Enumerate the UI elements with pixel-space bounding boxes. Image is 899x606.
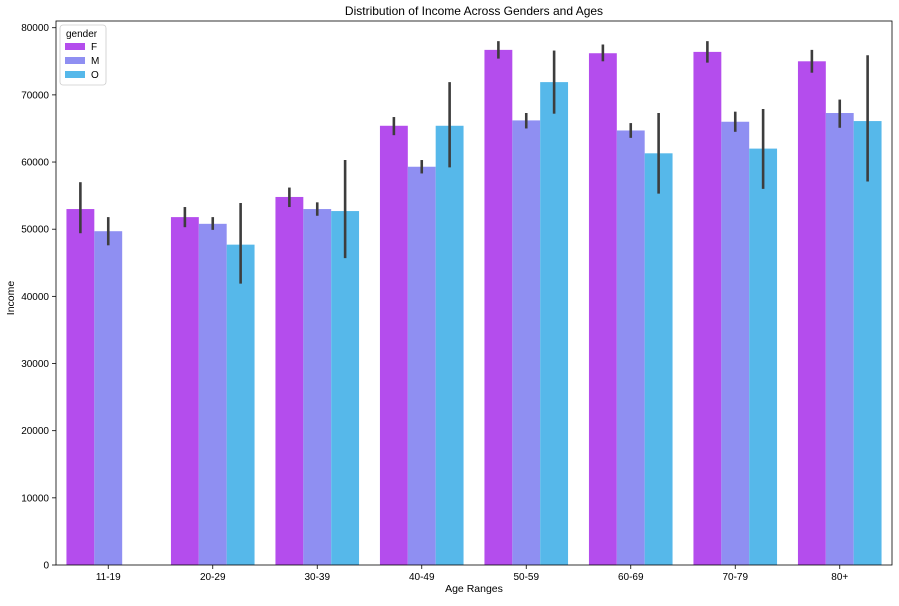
legend-swatch-F [65,43,85,50]
legend-swatch-M [65,57,85,64]
bar-M-80+ [825,113,854,565]
bar-O-30-39 [331,211,360,565]
y-tick-label: 10000 [21,493,49,504]
bar-M-11-19 [94,231,123,565]
y-tick-label: 40000 [21,292,49,303]
y-tick-label: 20000 [21,426,49,437]
legend-label-F: F [91,42,97,53]
chart-title: Distribution of Income Across Genders an… [345,4,603,18]
y-tick-label: 80000 [21,23,49,34]
bar-F-70-79 [693,51,722,566]
x-tick-label: 70-79 [722,572,748,583]
bar-O-80+ [853,121,882,565]
bar-O-50-59 [540,82,569,565]
bars-group [66,49,882,566]
bar-M-60-69 [616,130,645,565]
x-tick-label: 20-29 [200,572,226,583]
y-axis-title: Income [5,281,17,316]
bar-M-50-59 [512,120,541,566]
error-bars-group [79,41,869,284]
x-tick-label: 80+ [831,572,848,583]
legend-label-M: M [91,56,99,67]
bar-M-70-79 [721,121,750,566]
legend-title: gender [66,29,98,40]
bar-O-70-79 [749,148,778,566]
bar-F-30-39 [275,196,304,565]
bar-O-60-69 [644,153,673,566]
bar-F-20-29 [170,217,199,565]
bar-F-50-59 [484,49,513,565]
x-tick-label: 11-19 [96,572,121,583]
x-tick-label: 30-39 [304,572,330,583]
bar-M-40-49 [407,166,436,565]
bar-O-40-49 [435,125,464,565]
x-axis-title: Age Ranges [445,583,503,595]
legend-box [59,24,107,86]
legend-label-O: O [91,70,99,81]
axes-group: 0 10000 20000 30000 40000 50000 60000 70000 8000… [21,20,893,583]
bar-M-20-29 [198,223,227,565]
bar-M-30-39 [303,209,332,565]
bar-F-40-49 [379,125,408,565]
bar-F-60-69 [588,53,617,566]
x-tick-label: 40-49 [409,572,435,583]
x-tick-label: 60-69 [618,572,644,583]
plot-frame [55,20,893,566]
y-tick-label: 30000 [21,359,49,370]
x-tick-label: 50-59 [513,572,539,583]
bar-O-20-29 [226,244,255,565]
y-tick-label: 0 [43,561,49,572]
y-tick-label: 50000 [21,225,49,236]
legend-swatch-O [65,71,85,78]
y-tick-label: 60000 [21,158,49,169]
y-tick-label: 70000 [21,90,49,101]
bar-F-11-19 [66,209,95,565]
bar-F-80+ [797,61,826,565]
legend: gender FMO [59,24,107,86]
